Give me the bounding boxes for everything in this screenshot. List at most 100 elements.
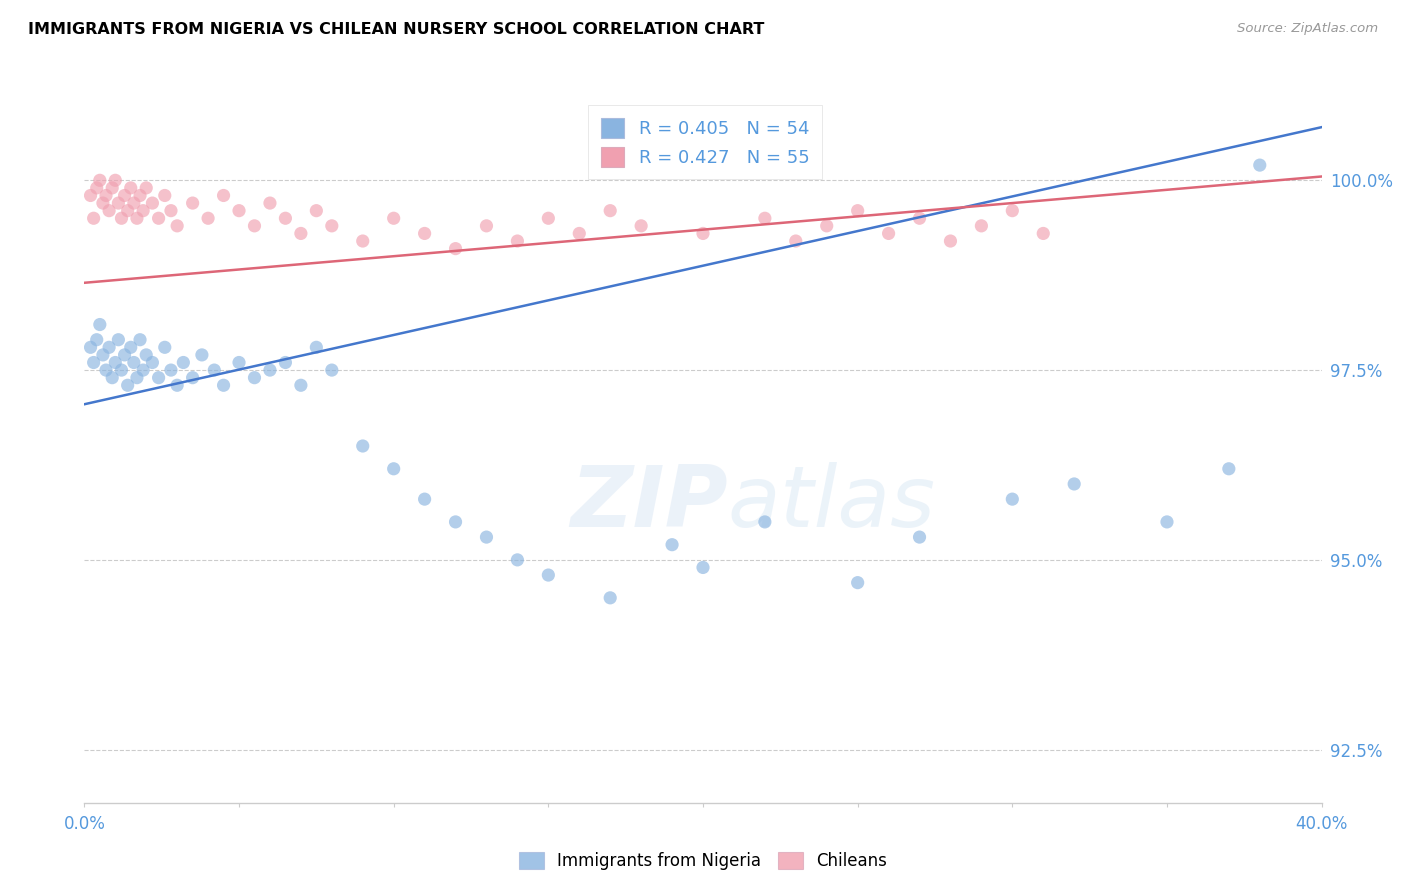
Point [94, 188, 117, 202]
Point [413, 492, 436, 507]
Point [785, 234, 807, 248]
Point [1156, 515, 1178, 529]
Point [1063, 477, 1085, 491]
Point [129, 333, 152, 347]
Point [107, 333, 129, 347]
Point [846, 203, 869, 218]
Point [191, 348, 214, 362]
Point [181, 196, 204, 211]
Point [382, 211, 405, 226]
Point [89, 173, 111, 187]
Point [1001, 203, 1024, 218]
Point [475, 219, 498, 233]
Point [444, 242, 467, 256]
Point [352, 234, 374, 248]
Point [274, 355, 297, 369]
Point [212, 378, 235, 392]
Point [754, 515, 776, 529]
Point [444, 515, 467, 529]
Point [166, 219, 188, 233]
Point [212, 188, 235, 202]
Point [110, 363, 132, 377]
Point [141, 355, 163, 369]
Point [413, 227, 436, 241]
Text: IMMIGRANTS FROM NIGERIA VS CHILEAN NURSERY SCHOOL CORRELATION CHART: IMMIGRANTS FROM NIGERIA VS CHILEAN NURSE… [28, 22, 765, 37]
Point [197, 211, 219, 226]
Point [86, 181, 108, 195]
Point [537, 568, 560, 582]
Point [228, 203, 250, 218]
Point [117, 378, 139, 392]
Point [599, 203, 621, 218]
Point [98, 340, 121, 354]
Point [305, 340, 328, 354]
Point [908, 530, 931, 544]
Point [630, 219, 652, 233]
Point [160, 203, 183, 218]
Point [114, 348, 136, 362]
Point [692, 560, 714, 574]
Point [290, 378, 312, 392]
Point [243, 370, 266, 384]
Point [1032, 227, 1054, 241]
Point [120, 181, 142, 195]
Point [661, 538, 683, 552]
Point [141, 196, 163, 211]
Point [122, 355, 145, 369]
Point [970, 219, 993, 233]
Point [110, 211, 132, 226]
Point [135, 181, 157, 195]
Point [1001, 492, 1024, 507]
Point [129, 188, 152, 202]
Point [86, 333, 108, 347]
Point [321, 363, 343, 377]
Point [101, 181, 124, 195]
Point [83, 355, 105, 369]
Point [107, 196, 129, 211]
Point [1249, 158, 1271, 172]
Point [135, 348, 157, 362]
Point [259, 196, 281, 211]
Text: Source: ZipAtlas.com: Source: ZipAtlas.com [1237, 22, 1378, 36]
Point [166, 378, 188, 392]
Point [172, 355, 194, 369]
Point [153, 188, 176, 202]
Point [79, 340, 101, 354]
Point [148, 211, 170, 226]
Point [104, 173, 127, 187]
Point [132, 203, 155, 218]
Point [91, 196, 114, 211]
Point [846, 575, 869, 590]
Point [877, 227, 900, 241]
Point [274, 211, 297, 226]
Point [321, 219, 343, 233]
Text: ZIP: ZIP [569, 461, 728, 545]
Point [475, 530, 498, 544]
Point [939, 234, 962, 248]
Point [908, 211, 931, 226]
Point [382, 462, 405, 476]
Point [160, 363, 183, 377]
Point [228, 355, 250, 369]
Point [568, 227, 591, 241]
Point [153, 340, 176, 354]
Point [537, 211, 560, 226]
Text: atlas: atlas [728, 461, 936, 545]
Point [259, 363, 281, 377]
Point [125, 370, 148, 384]
Point [91, 348, 114, 362]
Point [754, 211, 776, 226]
Point [181, 370, 204, 384]
Legend: R = 0.405   N = 54, R = 0.427   N = 55: R = 0.405 N = 54, R = 0.427 N = 55 [588, 105, 823, 179]
Point [815, 219, 838, 233]
Point [243, 219, 266, 233]
Point [89, 318, 111, 332]
Point [98, 203, 121, 218]
Point [1218, 462, 1240, 476]
Point [122, 196, 145, 211]
Point [132, 363, 155, 377]
Point [117, 203, 139, 218]
Point [104, 355, 127, 369]
Point [692, 227, 714, 241]
Point [290, 227, 312, 241]
